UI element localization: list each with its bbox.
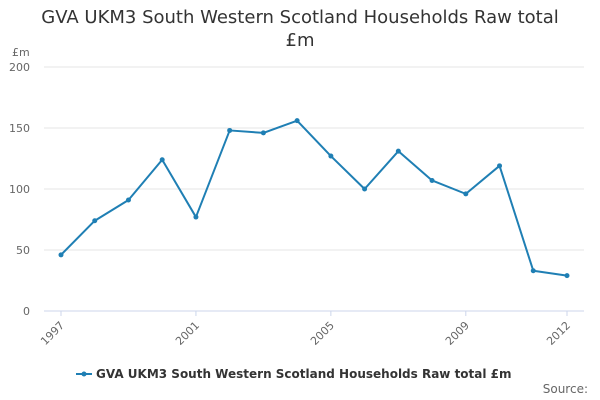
x-tick-label: 2001 [173, 319, 202, 348]
y-tick-label: 150 [9, 122, 30, 135]
x-tick-label: 1997 [38, 319, 67, 348]
data-point[interactable] [497, 163, 503, 169]
data-point[interactable] [328, 153, 334, 159]
chart-title-line-1: GVA UKM3 South Western Scotland Househol… [41, 7, 559, 28]
y-tick-label: 50 [16, 244, 30, 257]
gridlines [44, 66, 584, 312]
data-point[interactable] [530, 268, 536, 274]
y-tick-label: 0 [23, 305, 30, 318]
data-point[interactable] [362, 186, 368, 192]
data-point[interactable] [125, 197, 131, 203]
data-point[interactable] [227, 127, 233, 133]
data-point[interactable] [58, 252, 64, 258]
data-point[interactable] [294, 118, 300, 124]
data-point[interactable] [260, 130, 266, 136]
x-axis-ticks: 1997 2001 2005 2009 2012 [38, 311, 573, 348]
data-point[interactable] [429, 177, 435, 183]
y-tick-label: 100 [9, 183, 30, 196]
data-point[interactable] [92, 218, 98, 224]
series-line[interactable] [60, 119, 568, 277]
x-tick-label: 2012 [544, 319, 573, 348]
chart-title-line-2: £m [285, 30, 315, 51]
chart-title: GVA UKM3 South Western Scotland Househol… [0, 6, 600, 52]
legend-label: GVA UKM3 South Western Scotland Househol… [96, 367, 512, 381]
y-tick-label: 200 [9, 61, 30, 74]
source-label: Source: [542, 382, 588, 396]
data-point[interactable] [159, 157, 165, 163]
x-tick-label: 2005 [308, 319, 337, 348]
x-tick-label: 2009 [443, 319, 472, 348]
y-axis-unit-label: £m [12, 46, 30, 59]
legend-point-marker [81, 371, 87, 377]
y-axis-ticks: 0 50 100 150 200 [9, 61, 30, 318]
data-point[interactable] [463, 191, 469, 197]
series-group[interactable] [58, 118, 570, 279]
data-point[interactable] [564, 273, 570, 279]
data-point[interactable] [193, 214, 199, 220]
data-point[interactable] [395, 148, 401, 154]
legend[interactable]: GVA UKM3 South Western Scotland Househol… [76, 367, 512, 381]
